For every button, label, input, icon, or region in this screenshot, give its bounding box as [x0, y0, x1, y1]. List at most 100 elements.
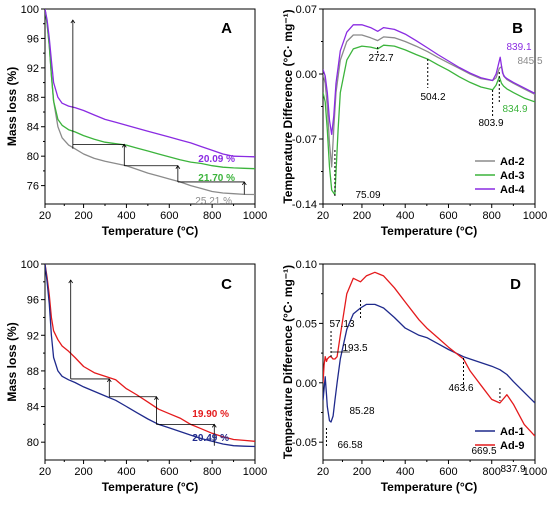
- y-tick-label: 92: [27, 330, 39, 342]
- y-axis-title: Temperature Difference (°C· mg⁻¹): [281, 265, 295, 459]
- x-tick-label: 600: [439, 466, 457, 478]
- x-tick-label: 800: [483, 210, 501, 222]
- legend-label: Ad-9: [500, 440, 524, 452]
- annotation-label: 25.21 %: [195, 196, 232, 207]
- annotation-label: 75.09: [355, 190, 380, 201]
- y-tick-label: 96: [27, 33, 39, 45]
- plot-frame: [322, 263, 536, 461]
- annotation-label: 834.9: [502, 104, 527, 115]
- y-axis-title: Mass loss (%): [5, 67, 19, 146]
- y-tick-label: 80: [27, 437, 39, 449]
- y-tick-label: 84: [27, 402, 39, 414]
- annotation-label: 57.13: [329, 319, 354, 330]
- panel-letter: B: [512, 20, 523, 37]
- x-tick-label: 400: [396, 466, 414, 478]
- arrow-head: [211, 423, 217, 428]
- panel-A: 20 200 400 600 800 1000 76 80 84 88 92 96 100 Tempera…: [5, 4, 267, 238]
- x-tick-label: 400: [396, 210, 414, 222]
- plot-frame: [44, 263, 256, 461]
- y-tick-label: 0.10: [296, 259, 317, 271]
- x-tick-label: 200: [353, 210, 371, 222]
- arrow-head: [68, 279, 74, 284]
- annotation-label: 463.6: [448, 383, 473, 394]
- arrow-head: [121, 143, 127, 148]
- x-tick-label: 800: [483, 466, 501, 478]
- y-tick-label: -0.07: [292, 134, 317, 146]
- x-tick-label: 600: [160, 466, 178, 478]
- x-tick-label: 800: [203, 210, 221, 222]
- arrow-head: [106, 378, 112, 383]
- annotation-label: 66.58: [337, 440, 362, 451]
- y-tick-label: 0.05: [296, 318, 317, 330]
- x-tick-label: 400: [117, 210, 135, 222]
- x-tick-label: 20: [317, 466, 329, 478]
- y-tick-label: 100: [21, 4, 39, 16]
- series-line-ad-1: [323, 303, 535, 423]
- series-line-ad-4: [323, 24, 535, 136]
- annotation-label: 504.2: [420, 92, 445, 103]
- arrow-head: [154, 396, 159, 400]
- annotation-label: 272.7: [368, 53, 393, 64]
- x-axis-title: Temperature (°C): [102, 480, 199, 494]
- x-tick-label: 20: [39, 210, 51, 222]
- y-tick-label: 84: [27, 122, 39, 134]
- x-tick-label: 200: [74, 210, 92, 222]
- panel-letter: A: [221, 20, 232, 37]
- series-line-ad-9: [323, 271, 535, 437]
- x-axis-title: Temperature (°C): [381, 480, 478, 494]
- series-line-2: [45, 9, 255, 158]
- y-tick-label: 76: [27, 181, 39, 193]
- series-line-ad-3: [323, 44, 535, 196]
- annotation-label: 20.09 %: [198, 154, 235, 165]
- x-axis-title: Temperature (°C): [381, 224, 478, 238]
- x-tick-label: 400: [117, 466, 135, 478]
- x-tick-label: 20: [39, 466, 51, 478]
- annotation-label: 20.49 %: [192, 433, 229, 444]
- y-tick-label: -0.05: [292, 437, 317, 449]
- y-axis-title: Temperature Difference (°C· mg⁻¹): [281, 9, 295, 203]
- annotation-label: 21.70 %: [198, 173, 235, 184]
- legend-label: Ad-3: [500, 170, 524, 182]
- x-tick-label: 1000: [523, 210, 547, 222]
- annotation-label: 845.5: [517, 56, 542, 67]
- x-tick-label: 1000: [243, 210, 267, 222]
- panel-B: 20 200 400 600 800 1000-0.14-0.070.000.07Temp…: [281, 4, 547, 238]
- y-axis-title: Mass loss (%): [5, 322, 19, 401]
- x-tick-label: 1000: [523, 466, 547, 478]
- annotation-label: 839.1: [506, 42, 531, 53]
- y-tick-label: 96: [27, 295, 39, 307]
- y-tick-label: 0.00: [296, 69, 317, 81]
- panel-D: 20 200 400 600 800 1000-0.050.000.050.10Tempe…: [281, 259, 547, 494]
- legend-label: Ad-2: [500, 156, 524, 168]
- series-line-0: [45, 264, 255, 442]
- x-axis-title: Temperature (°C): [102, 224, 199, 238]
- panel-C: 20 200 400 600 800 1000 80 84 88 92 96 100 Temperatu…: [5, 259, 267, 494]
- x-tick-label: 1000: [243, 466, 267, 478]
- panel-letter: D: [510, 276, 521, 293]
- y-tick-label: -0.14: [292, 199, 317, 211]
- legend-label: Ad-1: [500, 426, 524, 438]
- y-tick-label: 0.00: [296, 378, 317, 390]
- x-tick-label: 600: [160, 210, 178, 222]
- y-tick-label: 0.07: [296, 4, 317, 16]
- x-tick-label: 200: [353, 466, 371, 478]
- plot-frame: [44, 8, 256, 205]
- annotation-label: 85.28: [349, 406, 374, 417]
- x-tick-label: 800: [203, 466, 221, 478]
- y-tick-label: 100: [21, 259, 39, 271]
- annotation-label: 803.9: [478, 118, 503, 129]
- x-tick-label: 200: [74, 466, 92, 478]
- x-tick-label: 600: [439, 210, 457, 222]
- x-tick-label: 20: [317, 210, 329, 222]
- legend-label: Ad-4: [500, 184, 525, 196]
- series-line-1: [45, 264, 255, 448]
- arrow-head: [70, 19, 76, 24]
- y-tick-label: 88: [27, 92, 39, 104]
- annotation-label: 669.5: [471, 446, 496, 457]
- annotation-label: 19.90 %: [192, 409, 229, 420]
- y-tick-label: 88: [27, 366, 39, 378]
- panel-letter: C: [221, 276, 232, 293]
- arrow-head: [241, 181, 247, 186]
- annotation-label: 193.5: [342, 343, 367, 354]
- annotation-label: 837.9: [500, 464, 525, 475]
